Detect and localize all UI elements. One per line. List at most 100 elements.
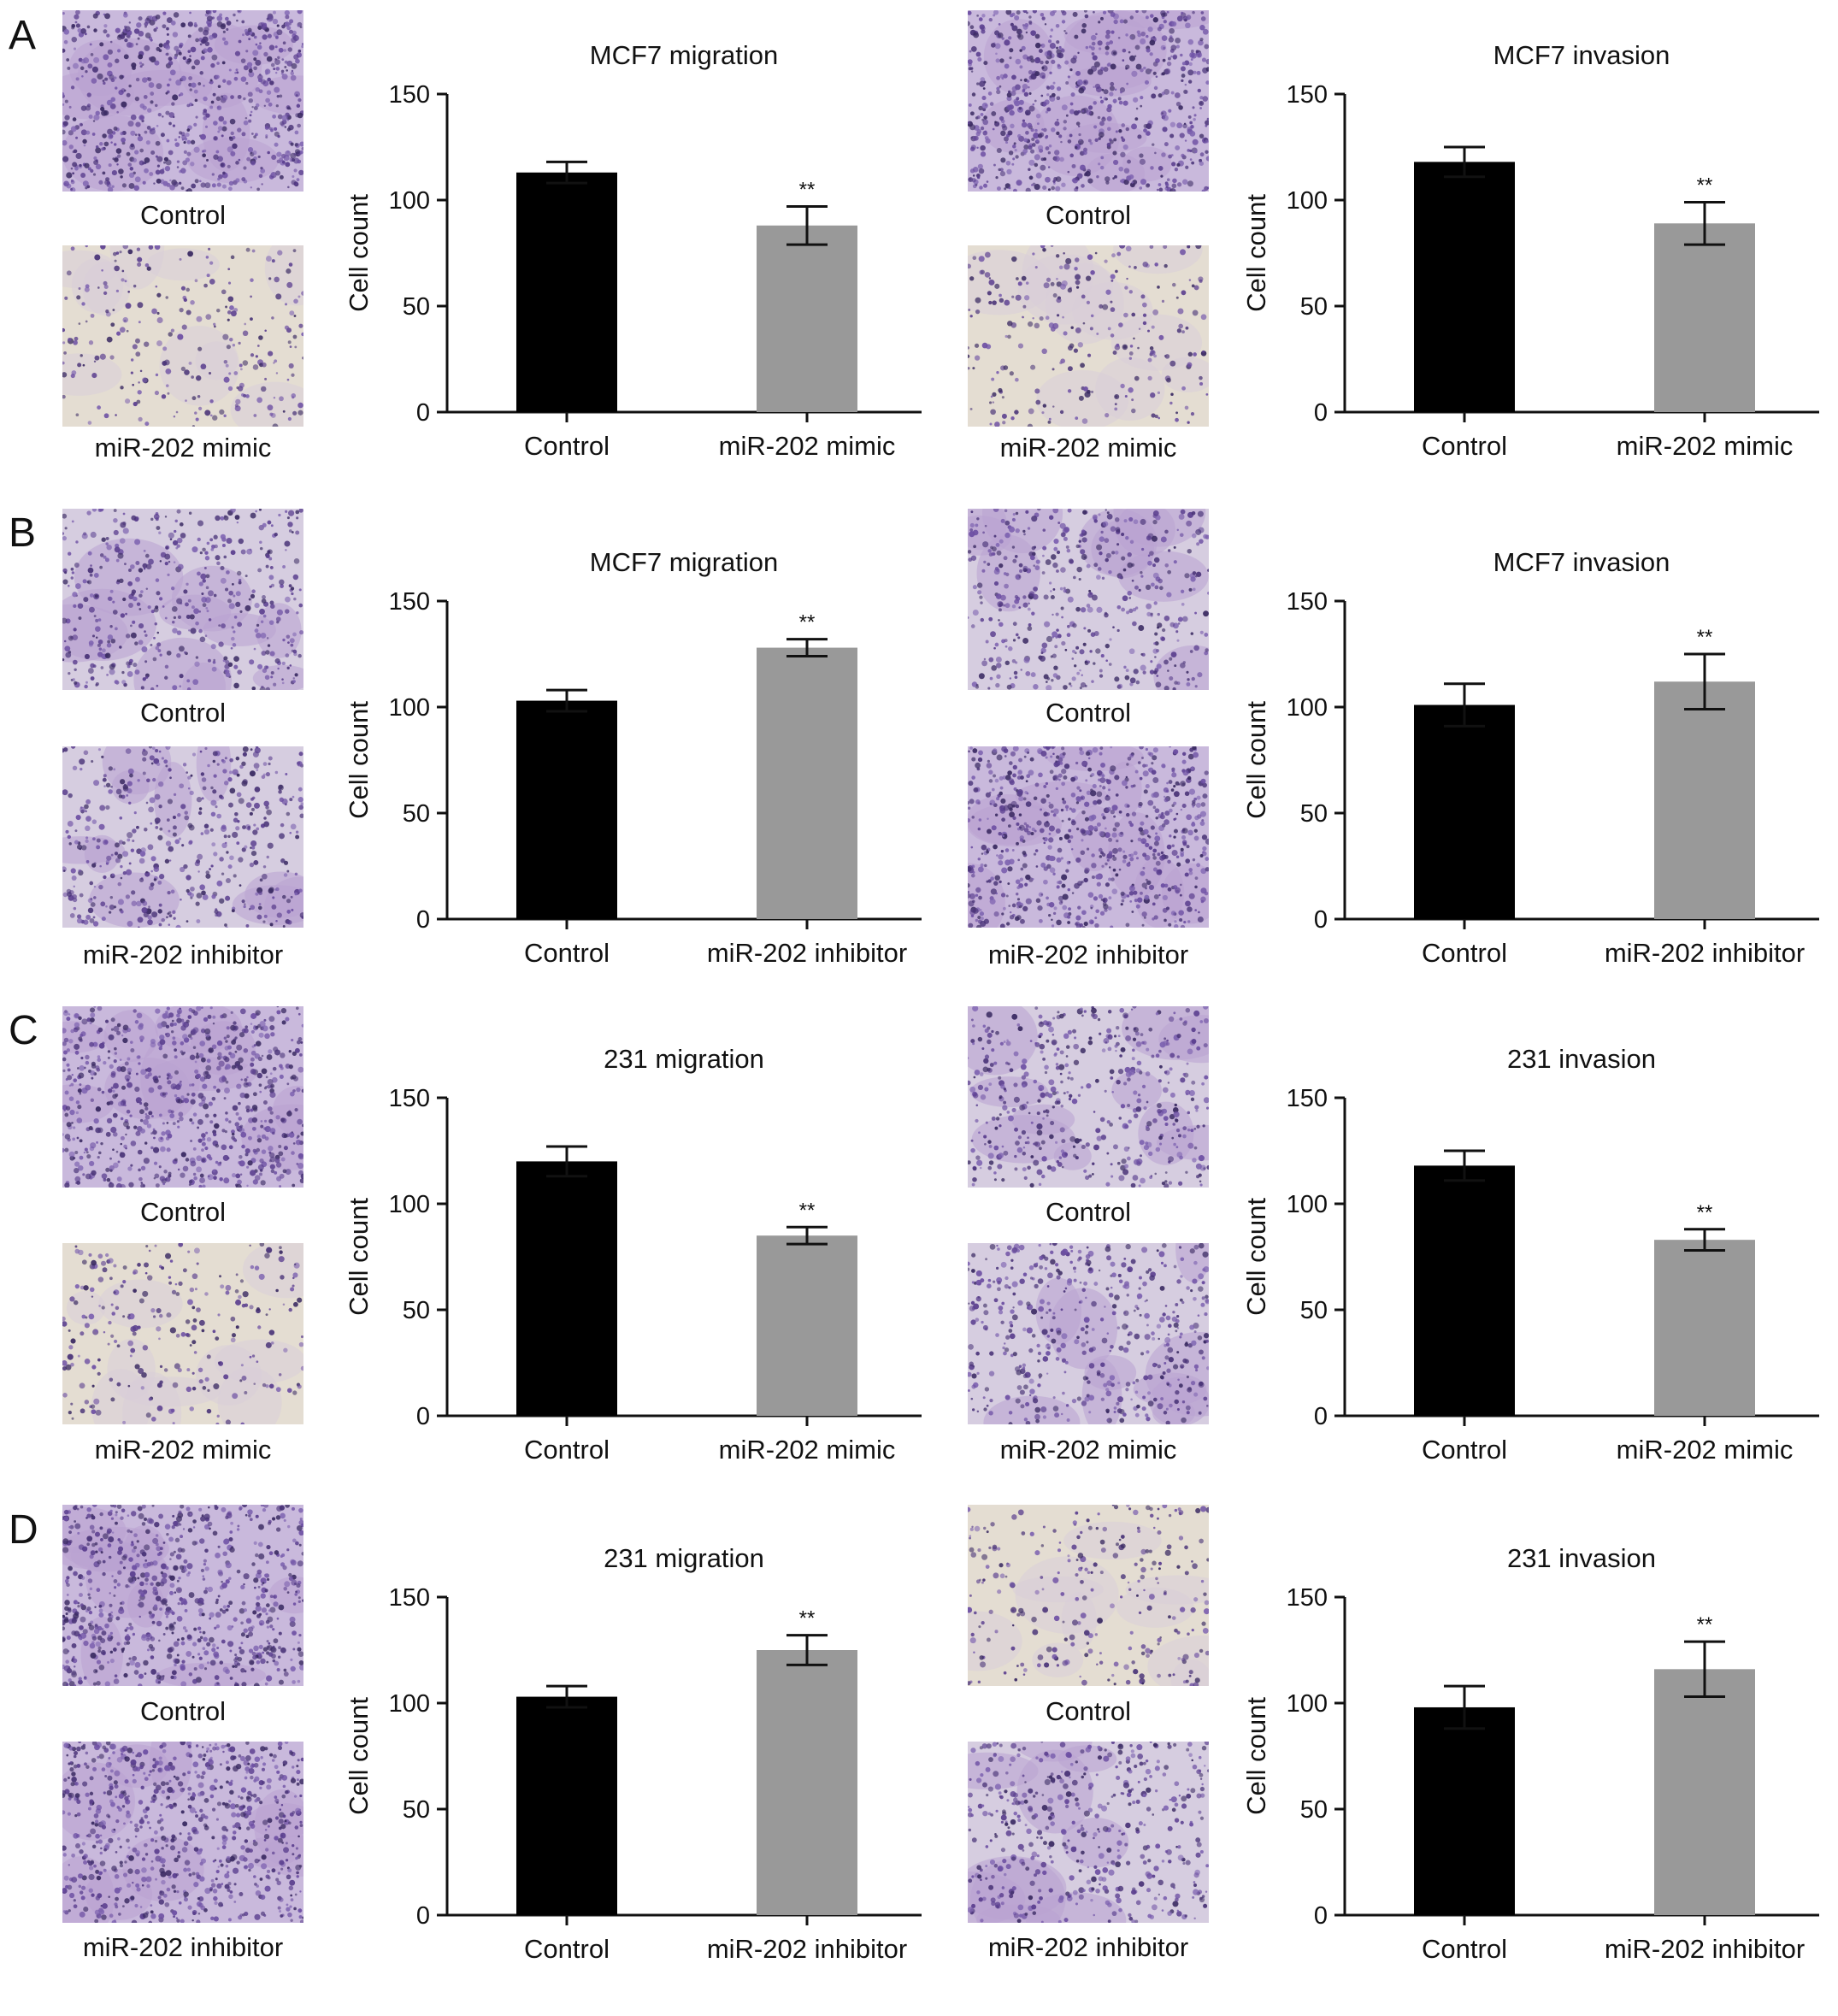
- micrograph-caption: Control: [960, 202, 1216, 228]
- y-tick-label: 50: [403, 1297, 430, 1324]
- micrograph: [968, 10, 1209, 192]
- y-axis-label: Cell count: [1241, 1697, 1271, 1815]
- bar: [1654, 1240, 1755, 1416]
- y-axis-label: Cell count: [1241, 194, 1271, 312]
- micrograph-caption: Control: [55, 699, 311, 726]
- micrograph-caption: Control: [960, 699, 1216, 726]
- micrograph: [62, 1742, 303, 1923]
- y-tick-label: 150: [1287, 1085, 1328, 1112]
- y-axis-label: Cell count: [344, 1697, 374, 1815]
- y-tick-label: 100: [389, 187, 430, 215]
- x-tick-label: Control: [524, 1934, 610, 1964]
- chart-title: 231 invasion: [1507, 1044, 1656, 1074]
- micrograph: [62, 1243, 303, 1424]
- y-tick-label: 100: [389, 1690, 430, 1718]
- y-tick-label: 150: [389, 1085, 430, 1112]
- bar: [516, 1697, 617, 1915]
- x-tick-label: miR-202 inhibitor: [1605, 1934, 1805, 1964]
- micrograph-caption: Control: [960, 1199, 1216, 1225]
- micrograph: [62, 746, 303, 928]
- y-tick-label: 150: [1287, 588, 1328, 616]
- y-tick-label: 50: [1300, 1297, 1328, 1324]
- micrograph: [968, 1505, 1209, 1686]
- x-tick-label: Control: [1422, 1934, 1507, 1964]
- x-tick-label: miR-202 inhibitor: [707, 938, 907, 968]
- micrograph-caption: miR-202 mimic: [55, 434, 311, 461]
- y-axis-label: Cell count: [344, 1198, 374, 1316]
- y-tick-label: 50: [1300, 293, 1328, 321]
- x-tick-label: miR-202 inhibitor: [707, 1934, 907, 1964]
- chart-title: MCF7 migration: [590, 40, 779, 70]
- bar: [757, 1650, 857, 1915]
- y-tick-label: 0: [1314, 906, 1328, 934]
- micrograph-caption: miR-202 inhibitor: [960, 941, 1216, 968]
- x-tick-label: Control: [524, 938, 610, 968]
- y-tick-label: 0: [1314, 1902, 1328, 1930]
- y-tick-label: 150: [389, 1584, 430, 1612]
- panel-letter-c: C: [9, 1011, 38, 1052]
- micrograph: [62, 509, 303, 690]
- y-tick-label: 50: [1300, 1796, 1328, 1824]
- micrograph-caption: miR-202 inhibitor: [55, 941, 311, 968]
- y-tick-label: 100: [1287, 694, 1328, 722]
- chart-title: MCF7 migration: [590, 547, 779, 577]
- x-tick-label: miR-202 mimic: [719, 1435, 896, 1465]
- bar: [1414, 162, 1515, 412]
- x-tick-label: miR-202 inhibitor: [1605, 938, 1805, 968]
- x-tick-label: Control: [1422, 1435, 1507, 1465]
- micrograph-caption: miR-202 inhibitor: [55, 1934, 311, 1960]
- bar: [757, 648, 857, 919]
- x-tick-label: Control: [524, 431, 610, 461]
- y-tick-label: 0: [416, 399, 430, 427]
- significance-marker: **: [799, 1607, 816, 1630]
- y-tick-label: 150: [1287, 1584, 1328, 1612]
- micrograph-caption: miR-202 mimic: [55, 1436, 311, 1463]
- micrograph: [968, 1742, 1209, 1923]
- y-tick-label: 150: [389, 81, 430, 109]
- y-tick-label: 100: [389, 1191, 430, 1218]
- bar: [1654, 223, 1755, 412]
- micrograph-caption: miR-202 inhibitor: [960, 1934, 1216, 1960]
- x-tick-label: miR-202 mimic: [1617, 1435, 1794, 1465]
- y-tick-label: 100: [1287, 187, 1328, 215]
- bar: [1654, 681, 1755, 919]
- chart-title: MCF7 invasion: [1493, 40, 1670, 70]
- micrograph: [62, 1006, 303, 1188]
- bar: [1414, 1707, 1515, 1915]
- significance-marker: **: [799, 611, 816, 634]
- micrograph-caption: miR-202 mimic: [960, 434, 1216, 461]
- y-axis-label: Cell count: [1241, 1198, 1271, 1316]
- bar: [516, 173, 617, 412]
- bar: [1414, 705, 1515, 919]
- y-tick-label: 50: [403, 800, 430, 828]
- chart-title: 231 migration: [604, 1543, 764, 1573]
- panel-letter-b: B: [9, 513, 36, 554]
- y-tick-label: 0: [416, 1403, 430, 1430]
- significance-marker: **: [1697, 626, 1713, 649]
- x-tick-label: Control: [1422, 938, 1507, 968]
- panel-letter-a: A: [9, 15, 36, 56]
- significance-marker: **: [799, 178, 816, 201]
- micrograph: [968, 245, 1209, 427]
- y-tick-label: 0: [416, 1902, 430, 1930]
- y-tick-label: 0: [416, 906, 430, 934]
- y-tick-label: 150: [1287, 81, 1328, 109]
- y-tick-label: 150: [389, 588, 430, 616]
- micrograph: [968, 509, 1209, 690]
- y-tick-label: 50: [1300, 800, 1328, 828]
- y-axis-label: Cell count: [344, 701, 374, 819]
- y-tick-label: 0: [1314, 1403, 1328, 1430]
- x-tick-label: miR-202 mimic: [719, 431, 896, 461]
- y-axis-label: Cell count: [344, 194, 374, 312]
